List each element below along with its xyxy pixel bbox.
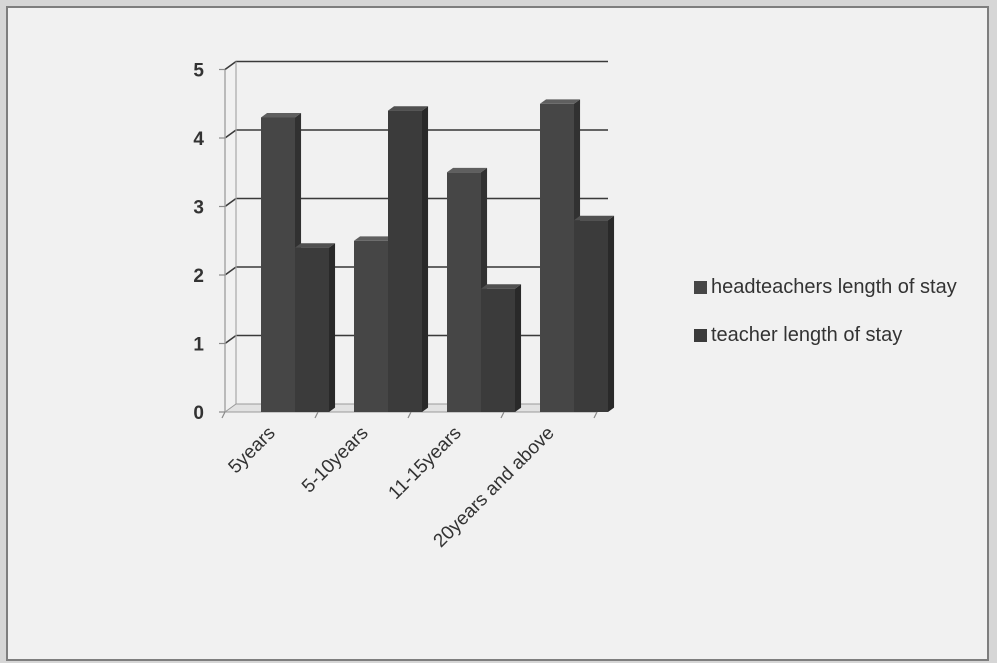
y-tick-label: 5 — [193, 61, 204, 82]
bar-top — [295, 243, 336, 248]
gridline — [224, 60, 608, 71]
bar-front — [481, 288, 515, 412]
bar-side — [515, 284, 522, 412]
x-tick-mark — [314, 411, 319, 419]
y-tick-label: 0 — [193, 403, 204, 424]
bar-top — [388, 106, 429, 111]
bar-teacher — [295, 243, 336, 412]
bar-teacher — [574, 215, 615, 412]
bar-side — [608, 215, 615, 412]
x-tick-mark — [593, 411, 598, 419]
legend: headteachers length of stay teacher leng… — [694, 274, 984, 370]
bar-front — [261, 117, 295, 412]
x-tick-label: 5-10years — [298, 423, 373, 498]
bar-teacher — [388, 106, 429, 412]
y-axis-ticks: 0 1 2 3 4 5 — [193, 61, 225, 424]
legend-label: headteachers length of stay — [711, 276, 957, 298]
legend-label: teacher length of stay — [711, 324, 903, 346]
bar-front — [295, 247, 329, 412]
bar-top — [261, 113, 302, 118]
bar-front — [574, 220, 608, 412]
legend-swatch-icon — [694, 281, 707, 294]
bar-top — [574, 215, 615, 221]
bar-teacher — [481, 284, 522, 412]
y-tick-label: 1 — [193, 335, 204, 356]
y-tick-label: 4 — [193, 129, 204, 150]
legend-item-teacher: teacher length of stay — [694, 322, 984, 348]
bar-front — [388, 110, 422, 412]
bar-top — [447, 167, 488, 173]
bars — [261, 99, 615, 413]
bar-top — [481, 284, 522, 289]
x-tick-label: 5years — [225, 423, 280, 478]
bar-front — [354, 240, 388, 412]
bar-front — [540, 103, 574, 412]
y-tick-label: 3 — [193, 198, 204, 219]
y-tick-label: 2 — [193, 266, 204, 287]
legend-item-headteachers: headteachers length of stay — [694, 274, 984, 300]
legend-swatch-icon — [694, 329, 707, 342]
x-tick-mark — [407, 411, 412, 419]
bar-top — [354, 236, 395, 241]
bar-side — [329, 243, 336, 412]
bar-front — [447, 172, 481, 412]
bar-side — [422, 106, 429, 412]
x-tick-label: 11-15years — [385, 423, 466, 504]
x-tick-mark — [500, 411, 505, 419]
bar-top — [540, 99, 581, 104]
x-tick-mark — [221, 411, 226, 419]
